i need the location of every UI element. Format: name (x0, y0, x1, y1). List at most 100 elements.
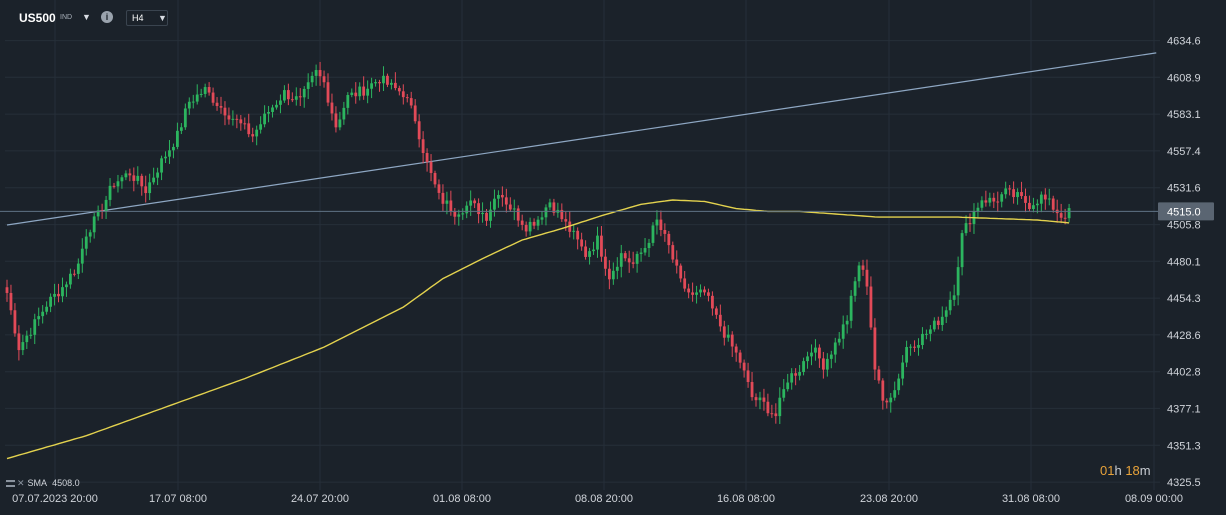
candle-body (263, 113, 266, 125)
candle-body (691, 292, 694, 295)
info-icon[interactable]: i (101, 11, 113, 23)
candle (497, 190, 500, 208)
timeframe-select[interactable]: H4 ▼ (126, 10, 168, 26)
candle-body (45, 306, 49, 312)
candle-body (405, 97, 409, 99)
candle (338, 111, 342, 131)
candle-body (286, 90, 290, 100)
candle (849, 290, 853, 329)
candle (378, 79, 381, 92)
candle-body (746, 370, 750, 383)
candle-body (925, 333, 928, 335)
candle-body (140, 175, 144, 187)
candle-body (596, 235, 599, 250)
candle (853, 276, 857, 302)
x-tick-label: 01.08 08:00 (433, 493, 491, 505)
candle (283, 85, 286, 103)
candle-body (354, 92, 358, 97)
candle (322, 70, 326, 88)
candle (592, 241, 595, 255)
candle (199, 88, 203, 98)
candle (818, 344, 821, 368)
candle-body (465, 205, 469, 214)
candle-body (334, 113, 338, 128)
candle-body (790, 373, 794, 383)
candle (465, 201, 469, 219)
candle (968, 213, 972, 232)
candle-body (148, 182, 152, 194)
candle (679, 263, 683, 283)
candle-body (112, 185, 116, 187)
candle (512, 199, 516, 221)
candle (901, 355, 905, 386)
candle-body (219, 106, 223, 108)
symbol-name[interactable]: US500 (19, 11, 56, 25)
candle (84, 229, 88, 256)
candle-body (956, 267, 960, 296)
candle (330, 93, 334, 121)
candle (611, 262, 615, 285)
candle (49, 293, 52, 313)
candle-body (65, 284, 68, 288)
candle (576, 227, 580, 250)
candle-body (548, 202, 552, 208)
candle-body (921, 333, 924, 346)
x-tick-label: 07.07.2023 20:00 (12, 493, 98, 505)
candle (390, 79, 393, 90)
candle (607, 260, 611, 290)
candle (429, 154, 433, 182)
y-tick-label: 4428.6 (1167, 330, 1201, 342)
candle-body (508, 204, 512, 210)
candle (905, 340, 909, 368)
candle-body (893, 390, 897, 398)
candle-body (485, 212, 488, 221)
candle-body (770, 413, 774, 415)
candle (837, 332, 841, 346)
candle (572, 224, 576, 240)
y-tick-label: 4505.8 (1167, 220, 1201, 232)
candle-body (980, 200, 984, 208)
candle (1047, 188, 1051, 206)
candle (124, 170, 128, 181)
candle-body (251, 134, 255, 137)
candle-body (512, 208, 516, 210)
candle (687, 283, 691, 299)
candle (600, 226, 603, 262)
candle (168, 140, 171, 164)
candle-body (322, 76, 326, 83)
close-icon[interactable]: ✕ (17, 478, 25, 488)
y-tick-label: 4531.6 (1167, 183, 1201, 195)
candle-body (742, 362, 746, 371)
candle (5, 279, 9, 302)
candle-body (1032, 205, 1035, 210)
x-tick-label: 24.07 20:00 (291, 493, 349, 505)
candle (263, 105, 266, 128)
x-tick-label: 16.08 08:00 (717, 493, 775, 505)
candle-body (92, 216, 96, 233)
candle-body (572, 230, 576, 232)
caret-down-icon[interactable]: ▼ (82, 12, 91, 22)
current-price-label: 4515.0 (1167, 206, 1201, 218)
candle-body (290, 99, 294, 101)
candle-body (853, 281, 857, 296)
menu-icon[interactable] (6, 480, 15, 488)
candle (172, 143, 175, 159)
candle (568, 211, 572, 238)
x-axis: 07.07.2023 20:00 17.07 08:00 24.07 20:00 01… (12, 493, 1183, 505)
candle (493, 189, 496, 217)
candle (821, 351, 825, 379)
candle-body (718, 314, 722, 327)
candle (877, 365, 881, 384)
candle (500, 186, 504, 207)
candle-body (421, 139, 425, 153)
candle-body (120, 177, 124, 182)
candle (235, 114, 239, 129)
candle (140, 173, 144, 196)
candle-body (703, 289, 706, 293)
candle-body (714, 308, 718, 315)
candle (881, 378, 885, 410)
candle (247, 113, 251, 138)
candle (9, 284, 13, 315)
